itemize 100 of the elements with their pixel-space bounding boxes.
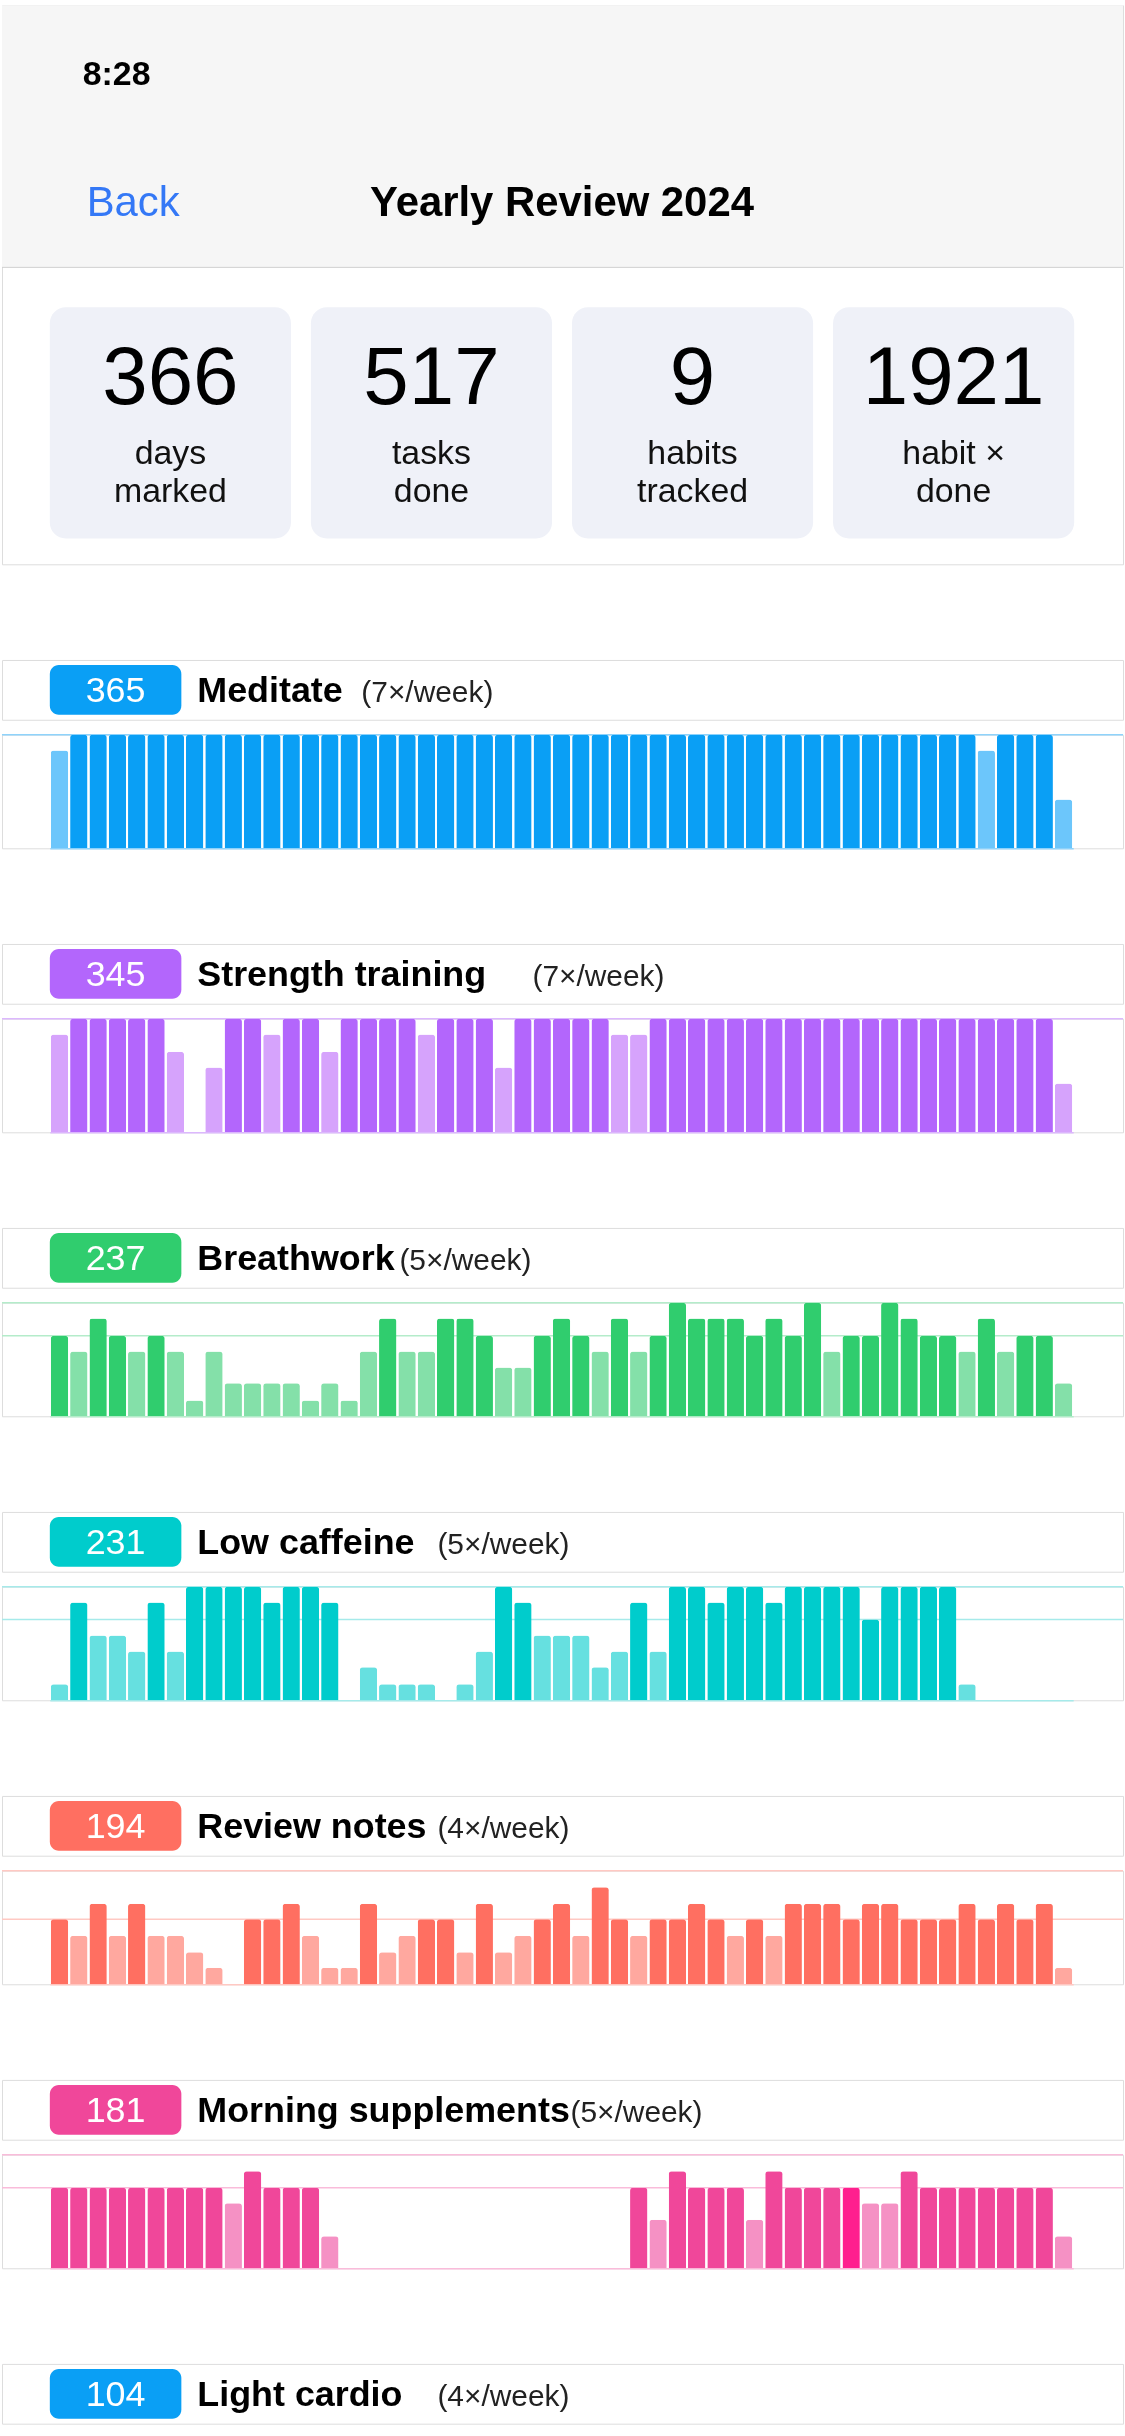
bar	[359, 1018, 378, 1133]
bar	[938, 1919, 957, 1985]
bar	[1054, 1967, 1073, 1985]
bar	[649, 2219, 667, 2269]
bar	[784, 1903, 802, 1985]
bar	[996, 1018, 1015, 1133]
bar	[147, 2187, 165, 2269]
bar	[707, 1602, 725, 1701]
bar	[919, 1335, 938, 1417]
bar	[649, 1335, 667, 1417]
text: Yearly Review 2024	[370, 177, 755, 225]
bar	[1016, 1335, 1034, 1417]
bar	[1016, 1919, 1034, 1985]
bar	[128, 1651, 146, 1701]
bar	[552, 1635, 571, 1701]
bar	[572, 1935, 590, 1985]
bar	[842, 1335, 860, 1417]
category-label: tasks done	[391, 432, 471, 509]
bar	[282, 2187, 300, 2269]
category-label: habits tracked	[637, 432, 749, 509]
bar	[185, 1952, 204, 1985]
bar	[494, 1586, 513, 1701]
data-label: 1921	[862, 329, 1045, 421]
bar	[765, 1935, 783, 1985]
chart-title: Breathwork	[197, 1237, 395, 1278]
bar	[475, 1651, 493, 1701]
bar	[514, 1935, 532, 1985]
bar	[938, 1586, 957, 1701]
bar	[784, 2187, 802, 2269]
bar	[726, 1586, 744, 1701]
bar	[919, 1586, 938, 1701]
bar	[108, 1018, 127, 1133]
bar	[89, 1018, 107, 1133]
data-label: 366	[102, 329, 239, 421]
bar	[301, 1586, 320, 1701]
bar	[321, 1051, 339, 1133]
bar	[1035, 1018, 1053, 1133]
bar	[533, 1635, 551, 1701]
text: 104	[85, 2373, 146, 2414]
bar	[533, 1919, 551, 1985]
bar	[147, 1335, 165, 1417]
bar	[243, 1018, 262, 1133]
bar	[70, 1018, 88, 1133]
bar	[50, 1684, 69, 1701]
bar	[687, 2187, 706, 2269]
bar	[803, 1903, 822, 1985]
bar	[70, 1602, 88, 1701]
bar	[417, 1034, 436, 1133]
bar	[649, 1651, 667, 1701]
bar	[900, 1586, 918, 1701]
bar	[552, 1018, 571, 1133]
bar	[900, 2171, 918, 2269]
bar	[89, 1635, 107, 1701]
bar	[610, 1651, 629, 1701]
bar	[205, 2187, 223, 2269]
bar	[166, 1935, 185, 1985]
bar	[572, 1335, 590, 1417]
bar	[784, 1586, 802, 1701]
bar	[224, 1018, 242, 1133]
chart-title: Low caffeine	[197, 1521, 415, 1562]
bar	[842, 2187, 860, 2269]
bar	[861, 1018, 880, 1133]
bar	[533, 1018, 551, 1133]
bar	[784, 1018, 802, 1133]
bar	[514, 1367, 532, 1417]
bar	[436, 1318, 455, 1417]
bar	[243, 1586, 262, 1701]
bar	[398, 1935, 416, 1985]
bar	[630, 1602, 648, 1701]
bar	[552, 1318, 571, 1417]
bar	[823, 1351, 841, 1417]
bar	[900, 1318, 918, 1417]
bar	[263, 1034, 281, 1133]
bar	[996, 1351, 1015, 1417]
chart-subtitle: (5×/week)	[399, 1242, 532, 1276]
bar	[668, 1302, 687, 1417]
text: 237	[85, 1237, 146, 1278]
bar	[1016, 2187, 1034, 2269]
bar	[630, 1034, 648, 1133]
bar	[958, 2187, 976, 2269]
bar	[938, 1018, 957, 1133]
bar	[977, 1018, 995, 1133]
bar	[108, 1335, 127, 1417]
chart-subtitle: (4×/week)	[437, 1810, 570, 1844]
bar	[89, 1903, 107, 1985]
bar	[282, 1903, 300, 1985]
bar	[301, 2187, 320, 2269]
bar	[745, 1586, 764, 1701]
bar	[108, 1935, 127, 1985]
bar	[572, 1635, 590, 1701]
bar	[842, 1919, 860, 1985]
bar	[494, 1952, 513, 1985]
bar	[282, 1586, 300, 1701]
bar	[89, 2187, 107, 2269]
bar	[668, 1919, 687, 1985]
bar	[147, 1935, 165, 1985]
chart-title: Meditate	[197, 669, 343, 710]
bar	[977, 1919, 995, 1985]
bar	[881, 1018, 899, 1133]
bar	[958, 1903, 976, 1985]
